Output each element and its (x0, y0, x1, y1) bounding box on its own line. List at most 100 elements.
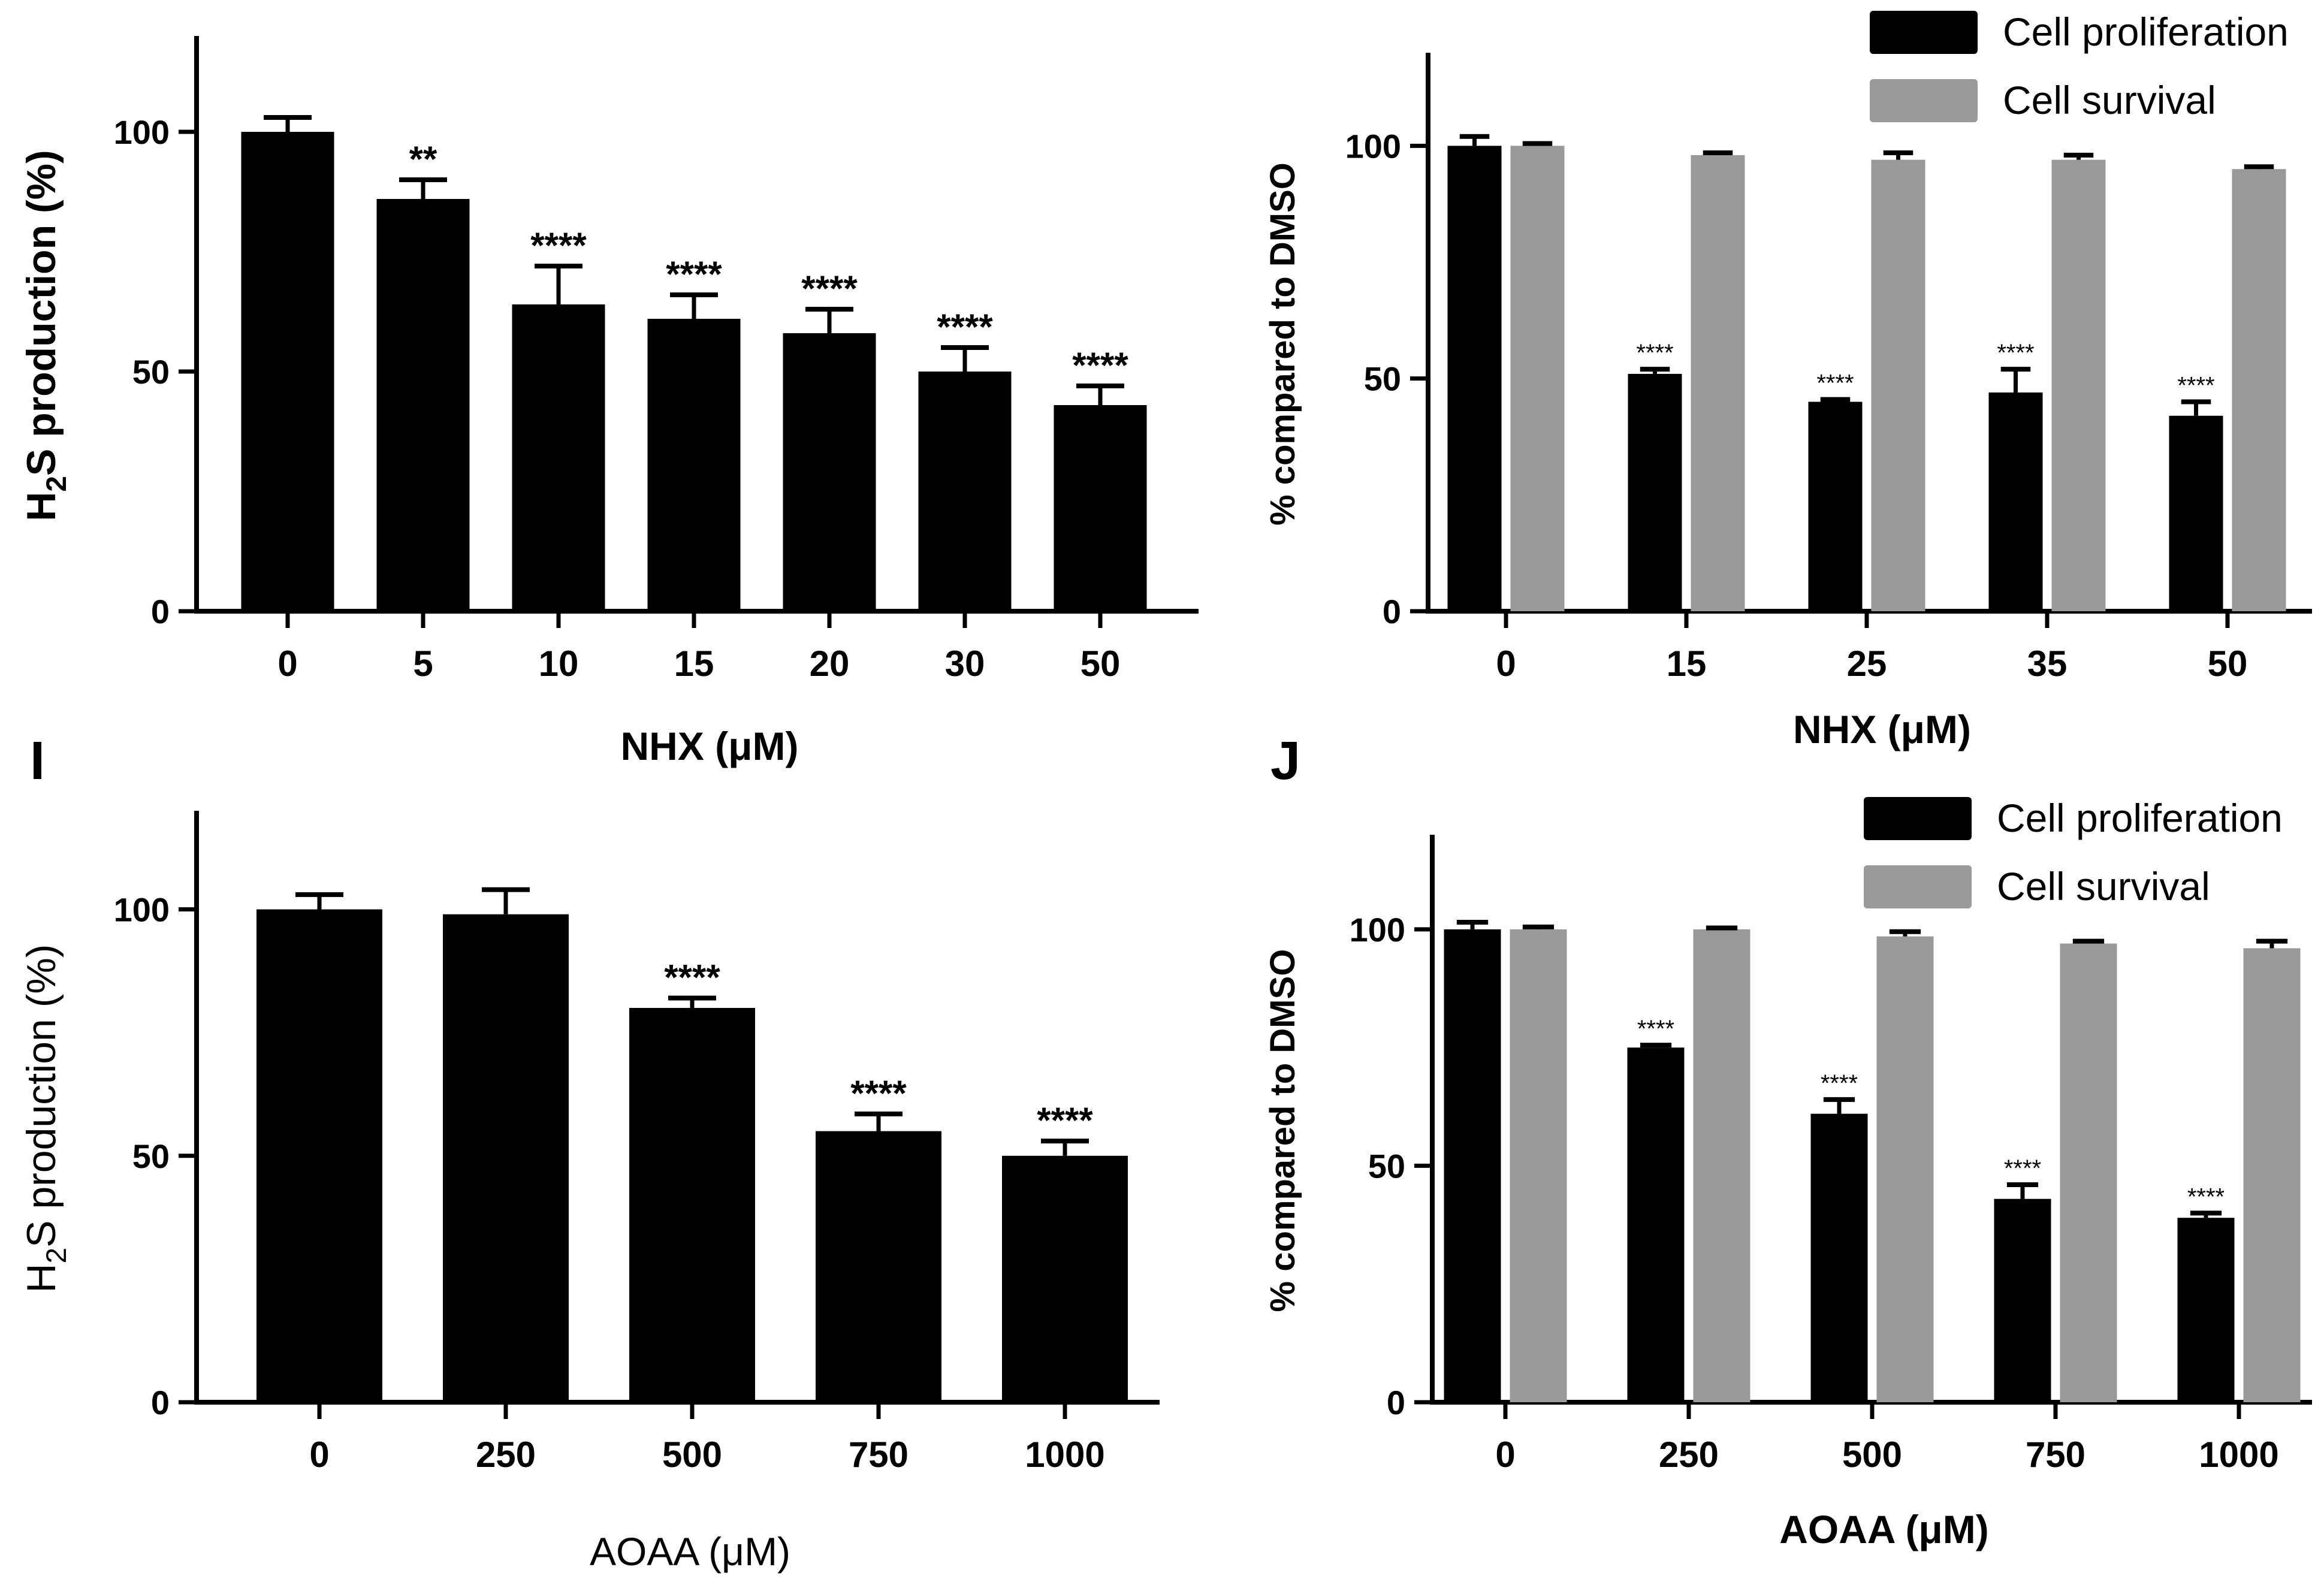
x-tick-label: 0 (1495, 1435, 1515, 1475)
x-axis-label: AOAA (μM) (1779, 1507, 1989, 1551)
y-axis-label-part: S production (%) (19, 944, 64, 1247)
significance-label: **** (1637, 1016, 1674, 1042)
x-tick-label: 250 (476, 1435, 536, 1475)
y-axis-label-subscript: 2 (41, 1248, 73, 1263)
y-tick-label: 0 (1387, 1384, 1405, 1421)
x-tick-label: 5 (413, 644, 433, 684)
y-tick-label: 100 (1350, 911, 1405, 949)
y-tick-label: 50 (132, 353, 170, 391)
legend-entry: Cell proliferation (1997, 796, 2283, 840)
legend-entry: Cell proliferation (2003, 10, 2289, 54)
y-axis-label-part: H (19, 1263, 64, 1293)
bar-cell-survival (2060, 943, 2117, 1402)
y-tick-label: 50 (132, 1137, 170, 1175)
significance-label: **** (530, 225, 587, 265)
bar-h2s-production (783, 333, 876, 611)
bar-cell-proliferation (1994, 1198, 2051, 1402)
significance-label: **** (1636, 340, 1673, 366)
legend-entry: Cell survival (2003, 78, 2216, 122)
y-axis-label-part: S production (%) (19, 150, 64, 476)
x-tick-label: 750 (849, 1435, 909, 1475)
bar-h2s-production (241, 132, 334, 611)
bar-cell-proliferation (1628, 373, 1682, 611)
significance-label: **** (850, 1073, 907, 1113)
y-axis-label: % compared to DMSO (1263, 162, 1302, 526)
x-axis-label: NHX (μM) (621, 724, 799, 768)
x-tick-label: 30 (945, 644, 985, 684)
bar-h2s-production (443, 914, 569, 1402)
bar-cell-survival (2243, 948, 2301, 1402)
bar-cell-proliferation (2177, 1218, 2235, 1402)
bar-cell-survival (1691, 155, 1745, 611)
y-tick-label: 50 (1364, 360, 1401, 398)
legend-swatch (1870, 11, 1978, 54)
y-axis-label: H2S production (%) (19, 150, 73, 521)
x-axis-label: NHX (μM) (1793, 707, 1971, 751)
bar-h2s-production (376, 199, 470, 611)
x-tick-label: 0 (1496, 644, 1516, 684)
y-tick-label: 100 (114, 891, 170, 929)
significance-label: **** (1037, 1100, 1093, 1140)
bar-cell-survival (1693, 929, 1750, 1402)
y-axis-label: H2S production (%) (19, 944, 73, 1293)
x-tick-label: 35 (2027, 644, 2068, 684)
bar-cell-proliferation (1447, 146, 1502, 612)
chart-panel-4: J 0 50 100 % compared to DMSO AOAA (μM) 0 **** 2… (1263, 731, 2312, 1551)
bar-cell-proliferation (1988, 392, 2043, 611)
chart-panel-3: I 0 50 100 H2S production (%) AOAA (μM) 0 250 **… (19, 731, 1160, 1574)
significance-label: **** (664, 958, 720, 998)
legend-swatch (1864, 797, 1972, 840)
bar-h2s-production (647, 319, 741, 611)
y-tick-label: 100 (1345, 127, 1401, 165)
significance-label: **** (1997, 340, 2034, 366)
legend-swatch (1870, 79, 1978, 122)
x-tick-label: 20 (810, 644, 850, 684)
y-axis-label: % compared to DMSO (1263, 949, 1302, 1312)
x-tick-label: 500 (662, 1435, 722, 1475)
y-axis-label-part: H (19, 492, 64, 521)
bar-h2s-production (256, 909, 382, 1402)
bar-h2s-production (1002, 1155, 1128, 1402)
bar-cell-proliferation (1810, 1113, 1868, 1402)
y-tick-label: 100 (114, 113, 170, 151)
bar-h2s-production (512, 304, 605, 611)
bar-h2s-production (918, 372, 1012, 611)
significance-label: **** (1816, 370, 1854, 397)
x-tick-label: 0 (309, 1435, 329, 1475)
legend-swatch (1864, 865, 1972, 908)
x-axis-label: AOAA (μM) (590, 1529, 790, 1574)
bar-cell-proliferation (2169, 415, 2223, 611)
bar-cell-proliferation (1808, 401, 1863, 611)
bar-cell-survival (2051, 159, 2106, 612)
x-tick-label: 50 (2208, 644, 2248, 684)
significance-label: **** (666, 254, 722, 294)
y-axis-label-subscript: 2 (41, 476, 73, 491)
bar-h2s-production (1054, 405, 1147, 611)
significance-label: **** (2187, 1184, 2225, 1210)
x-tick-label: 10 (539, 644, 579, 684)
x-tick-label: 0 (277, 644, 297, 684)
significance-label: **** (1821, 1070, 1858, 1097)
bar-cell-survival (2232, 169, 2286, 612)
bar-cell-survival (1510, 929, 1567, 1402)
bar-h2s-production (629, 1008, 755, 1402)
panel-label: J (1270, 731, 1300, 791)
significance-label: **** (1072, 345, 1128, 385)
x-tick-label: 250 (1659, 1435, 1719, 1475)
significance-label: **** (801, 268, 858, 309)
x-tick-label: 15 (1667, 644, 1707, 684)
significance-label: **** (2004, 1155, 2041, 1182)
panel-label: I (30, 731, 45, 791)
y-tick-label: 50 (1368, 1147, 1405, 1185)
chart-panel-1: 0 50 100 H2S production (%) NHX (μM) 0 ** 5 ****… (19, 36, 1199, 768)
bar-cell-proliferation (1627, 1047, 1685, 1402)
x-tick-label: 1000 (1025, 1435, 1104, 1475)
x-tick-label: 50 (1080, 644, 1121, 684)
x-tick-label: 1000 (2199, 1435, 2278, 1475)
bar-cell-proliferation (1444, 929, 1501, 1402)
x-tick-label: 500 (1842, 1435, 1902, 1475)
bar-cell-survival (1876, 936, 1934, 1402)
significance-label: ** (409, 139, 437, 179)
bar-cell-survival (1871, 159, 1925, 612)
